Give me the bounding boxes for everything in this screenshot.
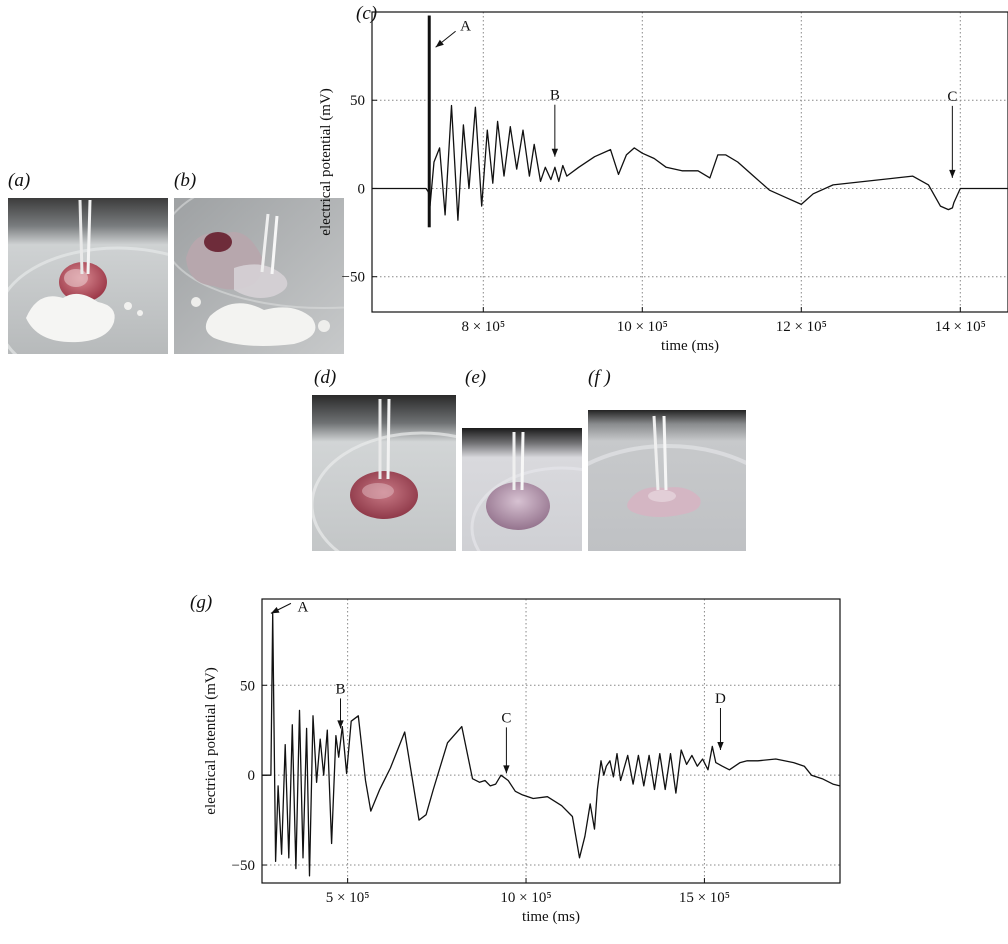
chart-c-annotation-A-arrowhead [435, 39, 444, 48]
photo-a [8, 198, 168, 354]
chart-c-xtick-label-0: 8 × 10⁵ [461, 319, 505, 335]
photo-e [462, 428, 582, 551]
chart-c-series-0-line [372, 104, 1008, 221]
photo-f-image [588, 410, 746, 551]
chart-c-frame [371, 11, 1008, 313]
chart-c-annotation-B-arrowhead [551, 148, 559, 157]
chart-c-ytick-label-1: 0 [358, 181, 366, 197]
chart-c-xtick-label-2: 12 × 10⁵ [776, 319, 827, 335]
chart-c-xlabel: time (ms) [661, 338, 719, 354]
photo-a-image [8, 198, 168, 354]
panel-label-e: (e) [465, 367, 487, 388]
chart-c-ylabel: electrical potential (mV) [318, 88, 334, 235]
photo-b-image [174, 198, 344, 354]
panel-label-f: (f ) [588, 367, 611, 388]
chart-c-xtick-label-1: 10 × 10⁵ [617, 319, 668, 335]
panel-label-d: (d) [314, 367, 337, 388]
chart-c-spike [427, 15, 431, 228]
chart-c-ytick-label-0: −50 [342, 270, 365, 286]
panel-label-g: (g) [190, 592, 213, 613]
panel-label-a: (a) [8, 170, 31, 191]
chart-c-xtick-label-3: 14 × 10⁵ [935, 319, 986, 335]
chart-c-annotation-A-label: A [460, 18, 471, 34]
chart-c-annotation-B-label: B [550, 88, 560, 104]
photo-e-image [462, 428, 582, 551]
chart-c-annotation-C-label: C [947, 89, 957, 105]
photo-b [174, 198, 344, 354]
photo-d-image [312, 395, 456, 551]
panel-label-b: (b) [174, 170, 197, 191]
chart-c-ytick-label-2: 50 [350, 93, 365, 109]
photo-d [312, 395, 456, 551]
chart-c-annotation-C-arrowhead [949, 169, 956, 178]
photo-f [588, 410, 746, 551]
